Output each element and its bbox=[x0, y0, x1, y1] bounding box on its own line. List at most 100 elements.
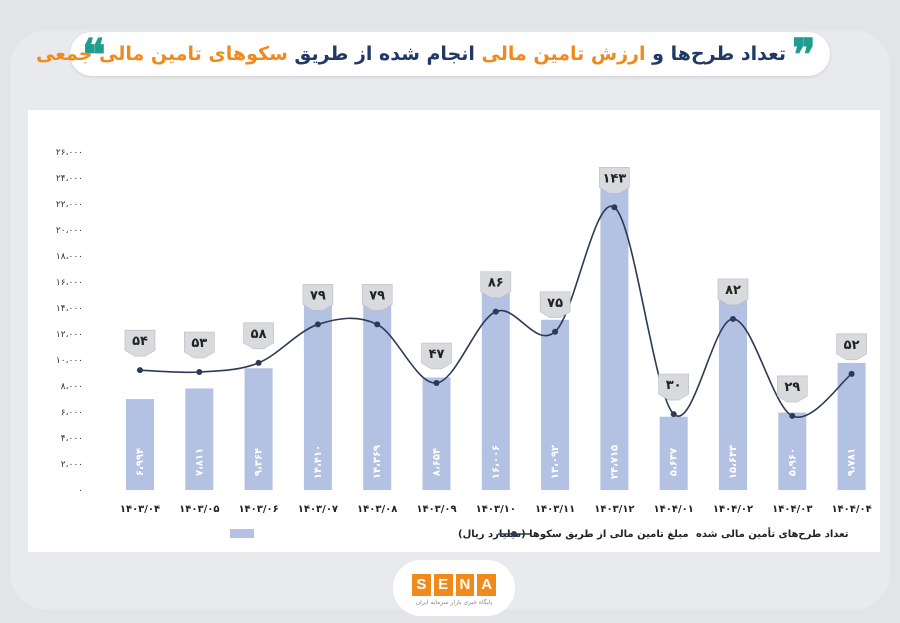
y-tick-label: ۲۲،۰۰۰ bbox=[56, 200, 83, 210]
line-point bbox=[730, 315, 736, 322]
y-tick-label: ۴،۰۰۰ bbox=[61, 434, 83, 444]
count-callout bbox=[658, 373, 689, 401]
bar-value-label: ۱۶،۰۰۶ bbox=[491, 445, 502, 479]
bar bbox=[363, 303, 392, 490]
count-callout bbox=[243, 322, 274, 350]
x-tick-label: ۱۴۰۳/۱۰ bbox=[476, 504, 516, 515]
bar bbox=[422, 377, 451, 490]
logo-letter-e: E bbox=[433, 574, 453, 596]
plot-panel: ۰ ۲،۰۰۰ ۴،۰۰۰ ۶،۰۰۰ ۸،۰۰۰ ۱۰،۰۰۰ ۱۲،۰۰۰ ۱۴،۰۰۰ ۱… bbox=[28, 110, 880, 552]
bar bbox=[600, 168, 629, 490]
count-callout bbox=[302, 284, 334, 311]
count-value-label: ۴۷ bbox=[429, 347, 445, 362]
line-point bbox=[848, 370, 855, 377]
line-point bbox=[255, 359, 262, 366]
legend-bar-label: مبلغ تامین مالی از طریق سکوها (میلیارد ر… bbox=[458, 529, 689, 540]
line-point bbox=[789, 412, 796, 419]
count-value-label: ۷۵ bbox=[547, 296, 563, 311]
x-tick-label: ۱۴۰۳/۰۸ bbox=[357, 504, 397, 515]
count-callout bbox=[836, 333, 867, 361]
title-part-4: انجام شده از طریق bbox=[287, 43, 482, 65]
title-part-2: و bbox=[645, 43, 671, 65]
y-tick-label: ۲۴،۰۰۰ bbox=[56, 174, 83, 184]
x-tick-label: ۱۴۰۴/۰۴ bbox=[831, 504, 871, 515]
count-value-label: ۵۲ bbox=[844, 338, 860, 353]
legend-line-marker bbox=[511, 531, 517, 537]
bar-value-label: ۷،۸۱۱ bbox=[194, 448, 205, 476]
x-tick-label: ۱۴۰۳/۰۹ bbox=[416, 504, 456, 515]
x-tick-label: ۱۴۰۴/۰۱ bbox=[654, 504, 694, 515]
x-tick-label: ۱۴۰۳/۰۷ bbox=[298, 504, 338, 515]
bar bbox=[244, 368, 273, 490]
y-tick-label: ۲۰،۰۰۰ bbox=[56, 226, 83, 236]
y-tick-label: ۸،۰۰۰ bbox=[61, 382, 83, 392]
bar-value-label: ۱۴،۳۶۹ bbox=[372, 445, 383, 479]
bar-value-label: ۹،۷۸۱ bbox=[847, 448, 858, 476]
count-callout bbox=[421, 342, 452, 370]
x-tick-label: ۱۴۰۴/۰۳ bbox=[772, 504, 812, 515]
bar bbox=[541, 319, 570, 490]
y-tick-label: ۶،۰۰۰ bbox=[61, 408, 83, 418]
count-callout bbox=[184, 331, 215, 359]
count-callout bbox=[539, 291, 571, 319]
quote-mark-icon-right: ❞ bbox=[792, 30, 816, 81]
y-tick-label: ۲۶،۰۰۰ bbox=[56, 148, 83, 158]
bar bbox=[185, 388, 214, 490]
count-callout bbox=[717, 278, 749, 306]
logo-letter-a: A bbox=[477, 574, 496, 596]
chart-title: تعداد طرح‌ها و ارزش تامین مالی انجام شده… bbox=[36, 38, 786, 70]
y-tick-label: ۲،۰۰۰ bbox=[61, 460, 83, 470]
bar bbox=[778, 412, 807, 490]
title-part-3: ارزش تامین مالی bbox=[481, 43, 646, 65]
bar-value-label: ۱۳،۰۹۲ bbox=[550, 445, 561, 479]
y-tick-label: ۱۴،۰۰۰ bbox=[56, 304, 83, 314]
y-tick-label: ۰ bbox=[78, 486, 83, 496]
legend-line-label: تعداد طرح‌های تأمین مالی شده bbox=[696, 527, 849, 540]
bar bbox=[303, 302, 332, 490]
count-value-label: ۳۰ bbox=[666, 378, 682, 393]
line-point bbox=[374, 321, 381, 328]
y-tick-label: ۱۰،۰۰۰ bbox=[56, 356, 83, 366]
count-callout bbox=[361, 284, 393, 311]
count-callout bbox=[599, 167, 630, 194]
title-banner bbox=[70, 32, 830, 76]
x-tick-label: ۱۴۰۳/۱۱ bbox=[535, 504, 575, 515]
logo-subtitle: پایگاه خبری بازار سرمایه ایران bbox=[415, 599, 493, 606]
bar bbox=[659, 416, 688, 490]
x-tick-label: ۱۴۰۳/۰۴ bbox=[120, 504, 160, 515]
count-value-label: ۵۴ bbox=[132, 334, 148, 349]
count-value-label: ۸۲ bbox=[725, 283, 741, 298]
line-point bbox=[492, 308, 499, 315]
x-tick-label: ۱۴۰۳/۱۲ bbox=[594, 504, 634, 515]
logo-letter-n: N bbox=[455, 574, 475, 596]
line-point bbox=[611, 204, 618, 211]
y-tick-label: ۱۸،۰۰۰ bbox=[56, 252, 83, 262]
count-value-label: ۲۹ bbox=[784, 380, 800, 395]
bar-value-label: ۹،۳۶۴ bbox=[254, 448, 265, 476]
bar-value-label: ۵،۶۳۷ bbox=[669, 448, 680, 476]
count-value-label: ۱۴۳ bbox=[602, 171, 626, 186]
x-tick-label: ۱۴۰۳/۰۶ bbox=[238, 504, 278, 515]
logo-letter-s: S bbox=[412, 574, 431, 596]
line-point bbox=[196, 369, 203, 376]
bar bbox=[126, 399, 154, 490]
combo-chart: ۰ ۲،۰۰۰ ۴،۰۰۰ ۶،۰۰۰ ۸،۰۰۰ ۱۰،۰۰۰ ۱۲،۰۰۰ ۱۴،۰۰۰ ۱… bbox=[56, 148, 872, 540]
count-value-label: ۷۹ bbox=[369, 288, 385, 303]
bar-value-label: ۶،۹۹۴ bbox=[135, 448, 146, 476]
count-callout bbox=[480, 271, 512, 298]
bar bbox=[481, 281, 510, 490]
bar-value-label: ۲۴،۷۱۵ bbox=[609, 445, 620, 479]
x-tick-label: ۱۴۰۳/۰۵ bbox=[179, 504, 219, 515]
quote-mark-icon-left: ❝ bbox=[82, 30, 106, 81]
count-callout bbox=[124, 329, 156, 357]
count-value-label: ۸۶ bbox=[488, 276, 504, 291]
title-part-5: سکوهای تامین مالی جمعی bbox=[36, 43, 288, 65]
y-tick-label: ۱۲،۰۰۰ bbox=[56, 330, 83, 340]
title-part-1: تعداد طرح‌ها bbox=[670, 43, 786, 65]
count-value-label: ۷۹ bbox=[310, 288, 326, 303]
count-value-label: ۵۸ bbox=[251, 327, 267, 342]
line-point bbox=[552, 328, 559, 335]
count-callout bbox=[777, 375, 808, 403]
count-value-label: ۵۳ bbox=[191, 336, 207, 351]
y-tick-label: ۱۶،۰۰۰ bbox=[56, 278, 83, 288]
